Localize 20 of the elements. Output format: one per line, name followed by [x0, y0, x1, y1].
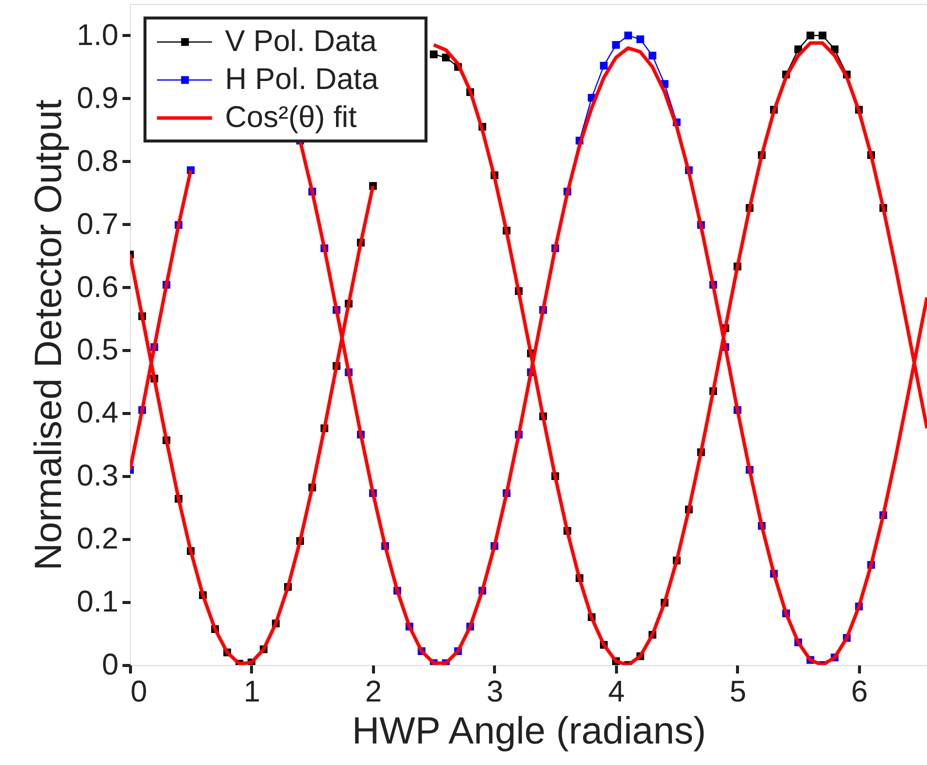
y-tick-label: 0.3 — [76, 460, 118, 493]
y-tick-label: 0.8 — [76, 144, 118, 178]
x-tick-label: 5 — [730, 676, 746, 708]
x-tick-label: 6 — [851, 676, 868, 708]
y-tick-label: 0.5 — [76, 334, 118, 367]
x-axis-title: HWP Angle (radians) — [352, 710, 706, 752]
x-tick-label: 0 — [130, 676, 148, 708]
y-tick-label: 1.0 — [76, 18, 118, 52]
y-tick-label: 0.7 — [76, 208, 118, 241]
x-tick-label: 2 — [365, 676, 382, 708]
y-tick-label: 0 — [102, 648, 118, 682]
x-tick-label: 3 — [486, 676, 504, 708]
x-tick-label: 4 — [608, 676, 625, 708]
y-tick-label: 0.6 — [76, 270, 118, 304]
y-axis-title: Normalised Detector Output — [28, 99, 70, 570]
x-tick-label: 1 — [244, 676, 260, 708]
y-tick-label: 0.4 — [76, 396, 118, 430]
y-tick-label: 0.2 — [76, 522, 118, 556]
y-tick-label: 0.9 — [76, 82, 118, 115]
y-tick-label: 0.1 — [76, 586, 118, 619]
